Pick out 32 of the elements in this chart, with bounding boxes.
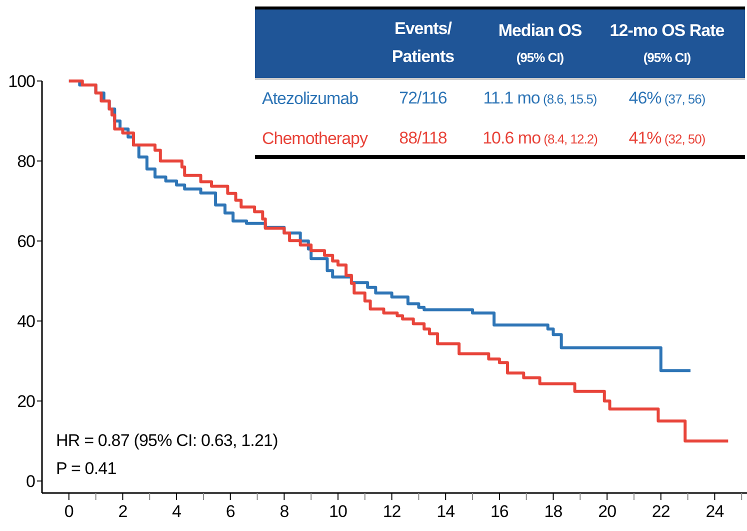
y-tick-label: 40: [17, 312, 36, 331]
x-tick-label: 0: [64, 502, 74, 521]
x-tick-label: 18: [544, 502, 562, 521]
x-tick-label: 4: [172, 502, 182, 521]
x-tick-label: 10: [329, 502, 347, 521]
text: Chemotherapy: [262, 128, 369, 148]
x-tick-label: 16: [490, 502, 508, 521]
annotation: 41% (32, 50): [628, 128, 706, 148]
annotation: 10.6 mo (8.4, 12.2): [482, 128, 598, 148]
x-tick-label: 14: [436, 502, 455, 521]
x-tick-label: 8: [280, 502, 289, 521]
annotation: P = 0.41: [56, 459, 116, 478]
x-tick-label: 2: [118, 502, 128, 521]
y-tick-label: 80: [17, 152, 36, 171]
text: Median OS (95% CI): [498, 21, 582, 65]
text: Events/ Patients: [392, 19, 454, 66]
text: 12-mo OS Rate (95% CI): [610, 21, 724, 65]
text: Atezolizumab: [262, 88, 358, 108]
y-tick-label: 100: [8, 72, 36, 91]
annotation: 72/116: [399, 88, 447, 108]
annotation: 46% (37, 56): [628, 88, 706, 108]
x-tick-label: 6: [226, 502, 235, 521]
x-tick-label: 24: [706, 502, 724, 521]
x-tick-label: 22: [652, 502, 670, 521]
y-tick-label: 20: [17, 392, 36, 411]
x-tick-label: 20: [598, 502, 616, 521]
annotation: HR = 0.87 (95% CI: 0.63, 1.21): [56, 431, 278, 450]
annotation: 88/118: [399, 128, 447, 148]
x-tick-label: 12: [382, 502, 401, 521]
y-tick-label: 0: [26, 472, 36, 491]
y-tick-label: 60: [17, 232, 36, 251]
annotation: 11.1 mo (8.6, 15.5): [483, 88, 597, 108]
